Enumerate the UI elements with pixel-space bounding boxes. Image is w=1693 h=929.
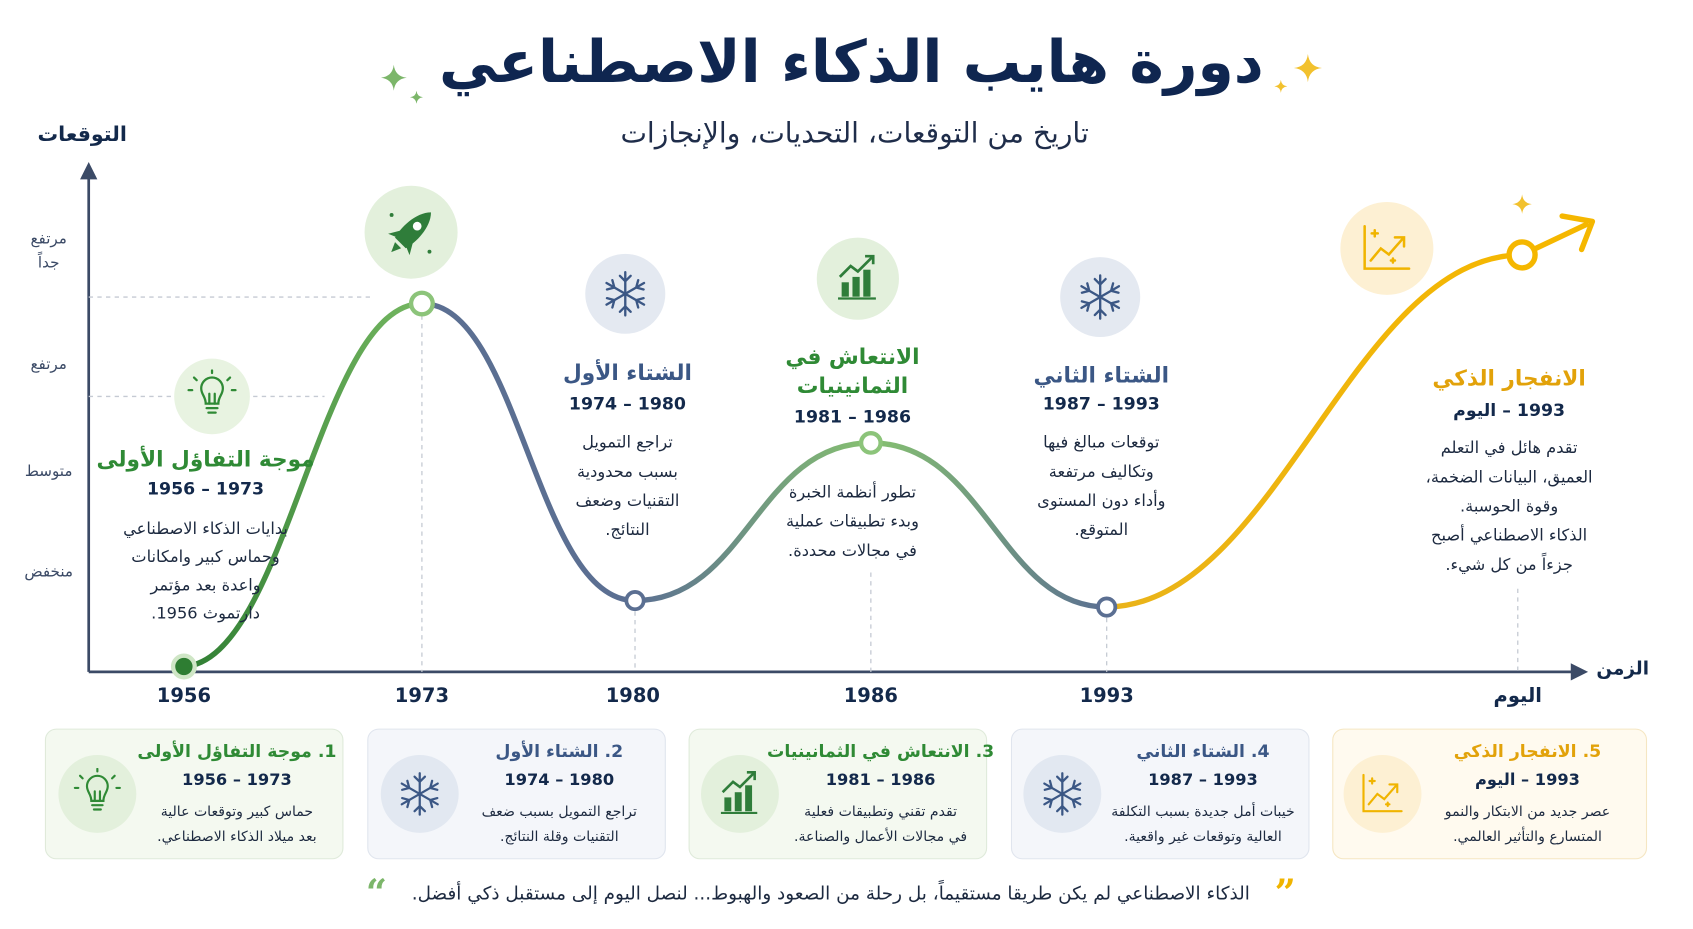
card-desc: تراجع التمويل بسبب ضعف bbox=[481, 804, 637, 821]
phase-title: الشتاء الثاني bbox=[1033, 361, 1170, 388]
phase-desc: واعدة بعد مؤتمر bbox=[150, 575, 261, 595]
phase-title: الانتعاش في bbox=[785, 343, 920, 370]
x-axis-label: الزمن bbox=[1596, 658, 1649, 680]
y-level-label: مرتفع bbox=[30, 356, 67, 374]
phase-desc: بدايات الذكاء الاصطناعي bbox=[123, 519, 288, 539]
phase-title: الثمانينيات bbox=[796, 372, 909, 399]
axes bbox=[80, 162, 1589, 681]
card-desc: تقدم تقني وتطبيقات فعلية bbox=[804, 804, 958, 821]
card-title: 5. الانفجار الذكي bbox=[1453, 741, 1602, 762]
y-level-label: مرتفع جداً bbox=[30, 230, 67, 273]
quote-mark: “ bbox=[366, 870, 387, 914]
y-level-label: منخفض bbox=[24, 563, 74, 581]
card-desc: بعد ميلاد الذكاء الاصطناعي. bbox=[157, 829, 317, 846]
phase-desc: تقدم هائل في التعلم bbox=[1440, 438, 1578, 458]
phase-desc: تطور أنظمة الخبرة bbox=[788, 482, 916, 502]
phase-desc: في مجالات محددة. bbox=[788, 540, 917, 561]
quote: الذكاء الاصطناعي لم يكن طريقا مستقيماً، … bbox=[411, 883, 1250, 905]
x-year-label: 1973 bbox=[394, 684, 450, 708]
card-period: 1993 – اليوم bbox=[1475, 769, 1580, 790]
card-period: 1974 – 1980 bbox=[504, 769, 615, 790]
phase-title: موجة التفاؤل الأولى bbox=[96, 446, 315, 473]
phase-desc: توقعات مبالغ فيها bbox=[1043, 432, 1160, 453]
x-year-label: 1993 bbox=[1079, 684, 1134, 708]
phase-desc: وبدء تطبيقات عملية bbox=[786, 511, 919, 531]
phase-desc: دارتموث 1956. bbox=[151, 603, 260, 623]
phase-desc: بسبب محدودية bbox=[576, 461, 678, 482]
phase-desc: الذكاء الاصطناعي أصبح bbox=[1431, 525, 1588, 545]
y-axis-label: التوقعات bbox=[37, 122, 127, 147]
phase-desc: وحماس كبير وامكانات bbox=[131, 547, 280, 567]
x-year-label: اليوم bbox=[1493, 684, 1542, 708]
phase-icons bbox=[174, 185, 1434, 435]
card-title: 3. الانتعاش في الثمانينيات bbox=[766, 741, 995, 762]
card-title: 4. الشتاء الثاني bbox=[1136, 741, 1270, 762]
x-year-label: 1980 bbox=[605, 684, 660, 708]
card-period: 1987 – 1993 bbox=[1148, 769, 1258, 790]
phase-title: الشتاء الأول bbox=[563, 359, 692, 386]
phase-desc: وقوة الحوسبة. bbox=[1459, 496, 1559, 516]
curve-nodes bbox=[170, 239, 1538, 680]
phase-desc: تراجع التمويل bbox=[582, 432, 673, 453]
x-year-label: 1956 bbox=[156, 684, 212, 708]
card-desc: المتسارع والتأثير العالمي. bbox=[1453, 829, 1602, 846]
phase-desc: وتكاليف مرتفعة bbox=[1048, 461, 1154, 482]
phase-desc: النتائج. bbox=[605, 520, 650, 540]
phase-desc: التقنيات وضعف bbox=[575, 490, 680, 511]
subtitle: تاريخ من التوقعات، التحديات، والإنجازات bbox=[620, 117, 1089, 151]
x-year-label: 1986 bbox=[843, 684, 898, 708]
phase-period: 1956 – 1973 bbox=[147, 478, 265, 500]
phase-period: 1993 – اليوم bbox=[1453, 399, 1566, 421]
card-desc: عصر جديد من الابتكار والنمو bbox=[1444, 804, 1611, 821]
cards bbox=[44, 728, 1648, 860]
card-desc: خيبات أمل جديدة بسبب التكلفة bbox=[1111, 804, 1295, 821]
phase-period: 1981 – 1986 bbox=[793, 406, 911, 427]
card-desc: حماس كبير وتوقعات عالية bbox=[160, 804, 314, 821]
card-period: 1956 – 1973 bbox=[182, 769, 292, 790]
phase-period: 1974 – 1980 bbox=[568, 393, 686, 414]
quote-mark: ” bbox=[1275, 870, 1296, 914]
title: دورة هايب الذكاء الاصطناعي bbox=[438, 28, 1264, 97]
phase-desc: المتوقع. bbox=[1074, 520, 1129, 540]
card-desc: العالية وتوقعات غير واقعية. bbox=[1124, 829, 1282, 846]
phase-title: الانفجار الذكي bbox=[1432, 365, 1586, 392]
y-level-label: متوسط bbox=[24, 463, 73, 481]
phase-desc: جزءاً من كل شيء. bbox=[1445, 554, 1573, 575]
phase-period: 1987 – 1993 bbox=[1042, 393, 1160, 414]
card-desc: في مجالات الأعمال والصناعة. bbox=[794, 829, 968, 846]
card-title: 1. موجة التفاؤل الأولى bbox=[137, 741, 337, 762]
hype-curve bbox=[181, 213, 1596, 670]
card-period: 1981 – 1986 bbox=[825, 769, 936, 790]
card-title: 2. الشتاء الأول bbox=[495, 741, 624, 762]
card-desc: التقنيات وقلة النتائج. bbox=[499, 829, 619, 846]
phase-desc: وأداء دون المستوى bbox=[1037, 490, 1166, 511]
phase-desc: العميق، البيانات الضخمة، bbox=[1425, 467, 1593, 487]
